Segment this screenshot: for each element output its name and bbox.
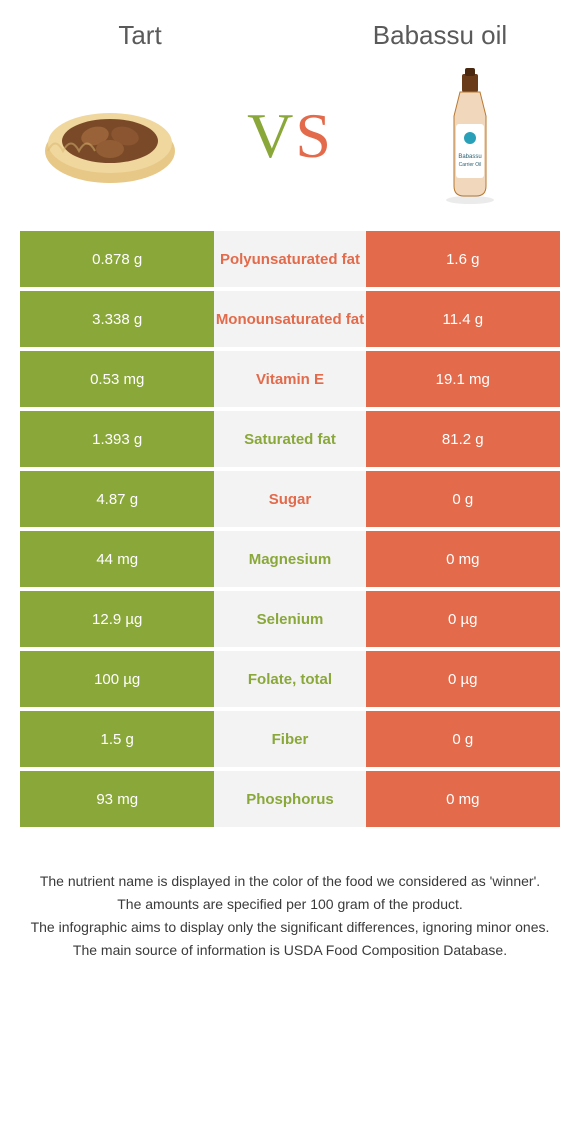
right-value: 0 g	[366, 471, 560, 527]
svg-text:Carrier Oil: Carrier Oil	[459, 162, 482, 168]
left-value: 0.878 g	[20, 231, 214, 287]
nutrient-label: Phosphorus	[214, 771, 365, 827]
header-left: Tart	[40, 20, 240, 51]
right-value: 0 g	[366, 711, 560, 767]
nutrient-label: Fiber	[214, 711, 365, 767]
svg-text:Babassu: Babassu	[458, 154, 481, 160]
table-row: 12.9 µgSelenium0 µg	[20, 591, 560, 647]
table-row: 1.5 gFiber0 g	[20, 711, 560, 767]
nutrient-label: Vitamin E	[214, 351, 365, 407]
footer-notes: The nutrient name is displayed in the co…	[0, 831, 580, 983]
left-value: 44 mg	[20, 531, 214, 587]
footer-line-4: The main source of information is USDA F…	[30, 940, 550, 961]
comparison-table: 0.878 gPolyunsaturated fat1.6 g3.338 gMo…	[20, 231, 560, 827]
nutrient-label: Polyunsaturated fat	[214, 231, 365, 287]
right-value: 0 mg	[366, 531, 560, 587]
footer-line-3: The infographic aims to display only the…	[30, 917, 550, 938]
title-right: Babassu oil	[340, 20, 540, 51]
nutrient-label: Saturated fat	[214, 411, 365, 467]
nutrient-label: Selenium	[214, 591, 365, 647]
right-value: 0 µg	[366, 651, 560, 707]
header-row: Tart Babassu oil	[0, 0, 580, 61]
right-value: 81.2 g	[366, 411, 560, 467]
right-value: 0 µg	[366, 591, 560, 647]
left-value: 93 mg	[20, 771, 214, 827]
left-value: 100 µg	[20, 651, 214, 707]
left-value: 12.9 µg	[20, 591, 214, 647]
left-value: 4.87 g	[20, 471, 214, 527]
table-row: 0.53 mgVitamin E19.1 mg	[20, 351, 560, 407]
right-value: 0 mg	[366, 771, 560, 827]
title-left: Tart	[40, 20, 240, 51]
header-right: Babassu oil	[340, 20, 540, 51]
left-value: 1.393 g	[20, 411, 214, 467]
right-value: 11.4 g	[366, 291, 560, 347]
vs-v-letter: V	[247, 100, 295, 171]
left-value: 1.5 g	[20, 711, 214, 767]
nutrient-label: Folate, total	[214, 651, 365, 707]
right-value: 1.6 g	[366, 231, 560, 287]
table-row: 3.338 gMonounsaturated fat11.4 g	[20, 291, 560, 347]
table-row: 4.87 gSugar0 g	[20, 471, 560, 527]
table-row: 44 mgMagnesium0 mg	[20, 531, 560, 587]
nutrient-label: Monounsaturated fat	[214, 291, 365, 347]
tart-image	[30, 71, 190, 201]
infographic-container: Tart Babassu oil VS	[0, 0, 580, 983]
table-row: 100 µgFolate, total0 µg	[20, 651, 560, 707]
nutrient-label: Sugar	[214, 471, 365, 527]
left-value: 3.338 g	[20, 291, 214, 347]
babassu-oil-image: Babassu Carrier Oil	[390, 71, 550, 201]
footer-line-2: The amounts are specified per 100 gram o…	[30, 894, 550, 915]
vs-s-letter: S	[295, 100, 333, 171]
right-value: 19.1 mg	[366, 351, 560, 407]
table-row: 93 mgPhosphorus0 mg	[20, 771, 560, 827]
nutrient-label: Magnesium	[214, 531, 365, 587]
table-row: 0.878 gPolyunsaturated fat1.6 g	[20, 231, 560, 287]
table-row: 1.393 gSaturated fat81.2 g	[20, 411, 560, 467]
left-value: 0.53 mg	[20, 351, 214, 407]
images-row: VS Babassu Carrier Oil	[0, 61, 580, 231]
vs-label: VS	[247, 99, 333, 173]
footer-line-1: The nutrient name is displayed in the co…	[30, 871, 550, 892]
